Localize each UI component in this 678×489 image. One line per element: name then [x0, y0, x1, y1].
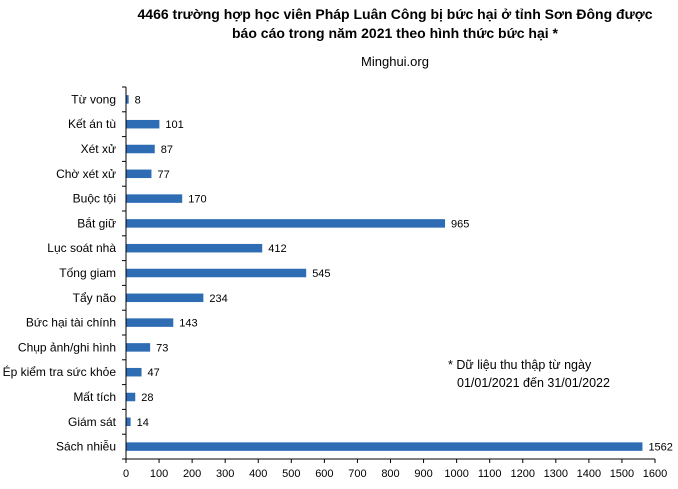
x-tick-label: 200 — [183, 468, 201, 480]
category-label: Sách nhiễu — [56, 439, 116, 454]
bar-9 — [126, 293, 204, 303]
x-tick-label: 900 — [414, 468, 432, 480]
value-label: 14 — [137, 417, 149, 429]
bar-8 — [126, 268, 307, 278]
value-label: 87 — [161, 144, 173, 156]
chart-title: 4466 trường hợp học viên Pháp Luân Công … — [138, 6, 653, 41]
x-tick-label: 700 — [348, 468, 366, 480]
category-label: Lục soát nhà — [47, 241, 116, 255]
y-axis-ticks — [122, 86, 126, 460]
bar-15 — [126, 442, 643, 451]
category-label: Tẩy não — [73, 291, 117, 305]
bar-7 — [126, 243, 263, 253]
value-label: 28 — [141, 392, 153, 404]
x-tick-label: 1500 — [610, 468, 634, 480]
chart-subtitle: Minghui.org — [361, 54, 429, 69]
value-label: 77 — [157, 169, 169, 181]
x-tick-label: 1100 — [478, 468, 502, 480]
value-label: 101 — [165, 119, 183, 131]
category-label: Giám sát — [68, 415, 117, 429]
value-label: 170 — [188, 194, 206, 206]
value-label: 143 — [179, 318, 197, 330]
bar-2 — [126, 119, 160, 129]
value-label: 8 — [135, 94, 141, 106]
category-label: Chờ xét xử — [56, 167, 116, 181]
value-label: 73 — [156, 342, 168, 354]
chart-annotation: * Dữ liệu thu thập từ ngày 01/01/2021 đế… — [448, 358, 610, 390]
category-label: Tống giam — [59, 266, 116, 280]
x-tick-label: 1200 — [511, 468, 535, 480]
category-label: Kết án tù — [68, 117, 116, 131]
bar-3 — [126, 144, 155, 154]
x-tick-label: 1000 — [444, 468, 468, 480]
value-label: 1562 — [648, 442, 672, 454]
annotation-line-1: * Dữ liệu thu thập từ ngày — [448, 358, 592, 372]
bar-10 — [126, 318, 174, 327]
x-tick-label: 100 — [150, 468, 168, 480]
x-tick-label: 1400 — [577, 468, 601, 480]
value-label: 545 — [312, 268, 330, 280]
bar-4 — [126, 169, 152, 179]
category-label: Chụp ảnh/ghi hình — [18, 340, 116, 354]
value-label: 234 — [209, 293, 227, 305]
category-label: Mất tích — [73, 390, 116, 404]
bar-1 — [126, 95, 129, 104]
category-label: Bắt giữ — [77, 215, 116, 230]
x-tick-label: 300 — [216, 468, 234, 480]
x-tick-label: 500 — [282, 468, 300, 480]
bar-13 — [126, 392, 136, 402]
x-tick-label: 400 — [249, 468, 267, 480]
bar-5 — [126, 194, 183, 203]
category-labels: Từ vong Kết án tù Xét xử Chờ xét xử Buộc tội… — [3, 92, 117, 453]
category-label: Ép kiểm tra sức khỏe — [3, 364, 117, 379]
bar-12 — [126, 367, 142, 377]
annotation-line-2: 01/01/2021 đến 31/01/2022 — [457, 376, 610, 390]
category-label: Buộc tội — [73, 192, 116, 206]
value-labels: 8 101 87 77 170 965 412 545 234 143 73 47 28 14 1562 — [135, 94, 673, 453]
value-label: 47 — [148, 367, 160, 379]
x-tick-label: 1600 — [643, 468, 667, 480]
x-tick-label: 800 — [381, 468, 399, 480]
bar-14 — [126, 417, 131, 427]
category-label: Từ vong — [71, 92, 116, 106]
x-axis-ticks: 0 100 200 300 400 500 600 700 800 900 1000 1100 1200… — [123, 459, 667, 480]
bar-11 — [126, 343, 151, 352]
x-tick-label: 1300 — [544, 468, 568, 480]
x-tick-label: 600 — [315, 468, 333, 480]
title-line-1: 4466 trường hợp học viên Pháp Luân Công … — [138, 6, 653, 22]
category-label: Bức hại tài chính — [26, 316, 116, 330]
category-label: Xét xử — [81, 142, 116, 156]
value-label: 965 — [451, 218, 469, 230]
x-tick-label: 0 — [123, 468, 129, 480]
bars-group — [126, 95, 643, 451]
value-label: 412 — [268, 243, 286, 255]
bar-6 — [126, 219, 446, 228]
title-line-2: báo cáo trong năm 2021 theo hình thức bứ… — [232, 25, 559, 41]
